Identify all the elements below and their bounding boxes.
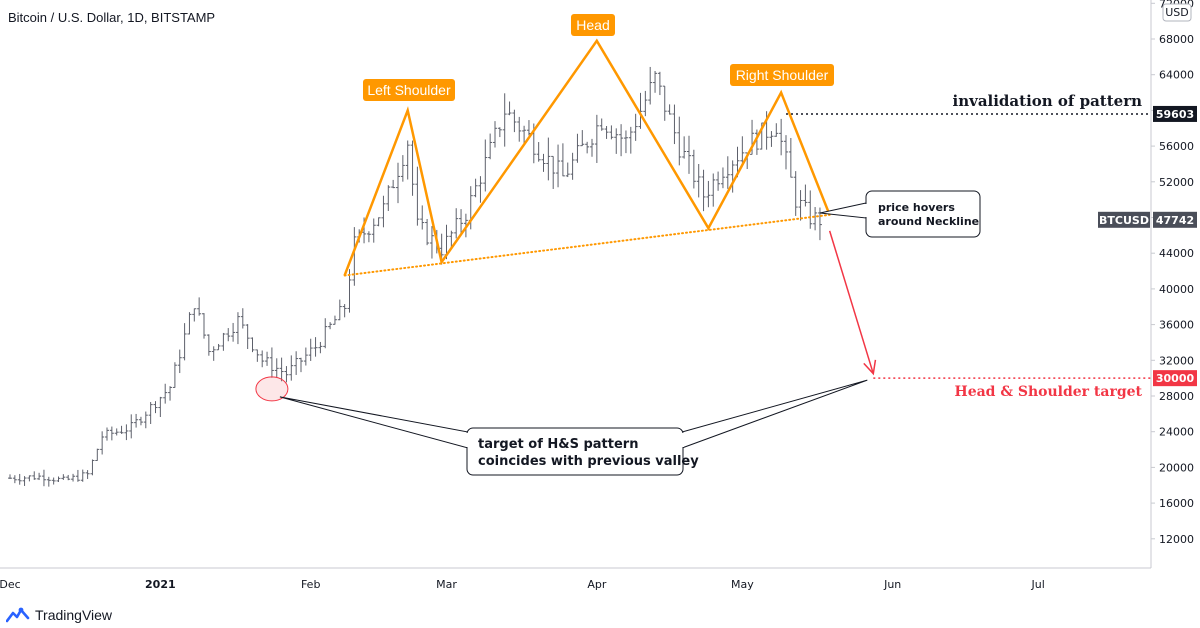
- x-axis: Dec 2021 Feb Mar Apr May Jun Jul: [0, 578, 1045, 591]
- projection-arrowhead: [863, 359, 877, 376]
- x-tick-label: Apr: [587, 578, 607, 591]
- tradingview-logo-icon: [6, 607, 30, 623]
- chart-title: Bitcoin / U.S. Dollar, 1D, BITSTAMP: [8, 10, 215, 25]
- neckline-callout-line1: price hovers: [878, 201, 955, 214]
- y-tick-label: 12000: [1159, 533, 1194, 546]
- x-tick-label: Dec: [0, 578, 21, 591]
- x-tick-label: 2021: [145, 578, 176, 591]
- x-tick-label: Mar: [436, 578, 457, 591]
- label-left-shoulder: Left Shoulder: [367, 82, 451, 98]
- price-tag-target-bg: [1153, 370, 1197, 387]
- label-head-box: [571, 14, 615, 36]
- y-tick-label: 16000: [1159, 497, 1194, 510]
- price-tag-symbol-bg: [1098, 211, 1150, 228]
- annotations: Left Shoulder Head Right Shoulder invalidat…: [279, 14, 1143, 476]
- price-tag-target: 30000: [1156, 372, 1195, 385]
- y-tick-label: 20000: [1159, 461, 1194, 474]
- head-and-shoulders-pattern: [255, 38, 1151, 402]
- label-target: Head & Shoulder target: [954, 384, 1142, 400]
- y-tick-label: 64000: [1159, 69, 1194, 82]
- neckline-callout-line2: around Neckline: [878, 215, 979, 228]
- y-tick-label: 40000: [1159, 283, 1194, 296]
- x-tick-label: Jul: [1031, 578, 1045, 591]
- currency-label: USD: [1165, 6, 1189, 19]
- projection-arrow: [828, 230, 875, 374]
- price-tags: 59603 30000 BTCUSD 47742: [1098, 105, 1197, 387]
- valley-callout-line2: coincides with previous valley: [478, 454, 699, 469]
- label-head: Head: [576, 17, 609, 33]
- y-tick-label: 44000: [1159, 247, 1194, 260]
- label-right-shoulder: Right Shoulder: [736, 67, 829, 83]
- valley-callout-box: [466, 427, 684, 476]
- currency-box: [1162, 3, 1192, 22]
- y-tick-label: 32000: [1159, 354, 1194, 367]
- y-tick-label: 36000: [1159, 319, 1194, 332]
- label-right-shoulder-box: [730, 64, 834, 86]
- x-tick-label: Feb: [301, 578, 320, 591]
- tradingview-branding[interactable]: TradingView: [6, 605, 112, 625]
- previous-valley-marker: [255, 376, 289, 402]
- x-tick-label: Jun: [883, 578, 901, 591]
- price-tag-last: 47742: [1156, 214, 1194, 227]
- head-shoulders-zigzag: [343, 38, 831, 276]
- neckline-callout-box: [865, 190, 981, 238]
- valley-callout-line1: target of H&S pattern: [478, 437, 638, 452]
- y-tick-label: 28000: [1159, 390, 1194, 403]
- valley-callout-pointer-left: [279, 396, 469, 449]
- y-tick-label: 52000: [1159, 176, 1194, 189]
- y-tick-label: 68000: [1159, 33, 1194, 46]
- price-tag-symbol: BTCUSD: [1099, 214, 1149, 227]
- price-tag-invalidation-bg: [1153, 105, 1197, 122]
- label-invalidation: invalidation of pattern: [953, 92, 1143, 110]
- neckline: [343, 213, 831, 277]
- y-tick-label: 56000: [1159, 140, 1194, 153]
- y-axis: 7200068000640006000056000520004800044000…: [1151, 0, 1194, 546]
- y-tick-label: 24000: [1159, 426, 1194, 439]
- price-tag-last-bg: [1153, 211, 1197, 228]
- x-tick-label: May: [731, 578, 754, 591]
- valley-callout-pointer-right: [681, 379, 868, 449]
- label-left-shoulder-box: [363, 79, 455, 101]
- tradingview-wordmark: TradingView: [35, 607, 113, 623]
- price-tag-invalidation: 59603: [1156, 108, 1194, 121]
